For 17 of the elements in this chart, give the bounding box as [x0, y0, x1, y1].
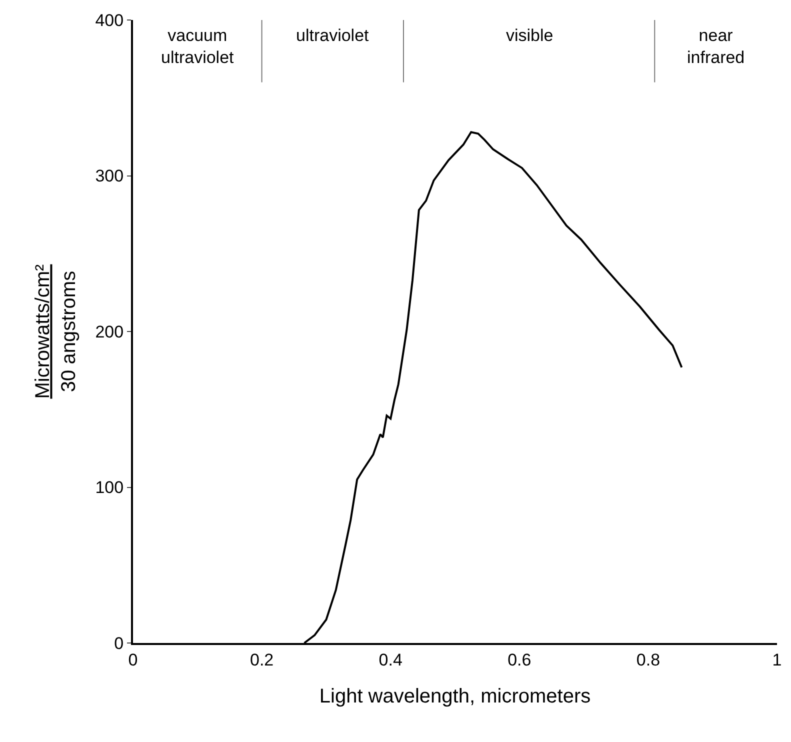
y-tick-label: 300: [95, 166, 124, 186]
y-tick-label: 0: [114, 634, 124, 653]
y-tick-label: 100: [95, 478, 124, 498]
annotation: near infrared: [687, 26, 745, 68]
y-tick-label: 400: [95, 10, 124, 30]
annotation: visible: [506, 26, 554, 45]
x-tick-label: 1: [772, 650, 782, 670]
x-tick-label: 0.6: [508, 650, 532, 670]
x-tick-label: 0.4: [378, 650, 402, 670]
x-axis-title: Light wavelength, micrometers: [319, 685, 591, 708]
annotation: vacuum ultraviolet: [161, 26, 234, 68]
y-axis-title: Microwatts/cm² 30 angstroms: [32, 264, 80, 399]
x-tick-label: 0.2: [250, 650, 274, 670]
x-tick-label: 0.8: [636, 650, 660, 670]
y-tick-label: 200: [95, 322, 124, 342]
x-tick-label: 0: [128, 650, 138, 670]
annotation: ultraviolet: [296, 26, 370, 45]
